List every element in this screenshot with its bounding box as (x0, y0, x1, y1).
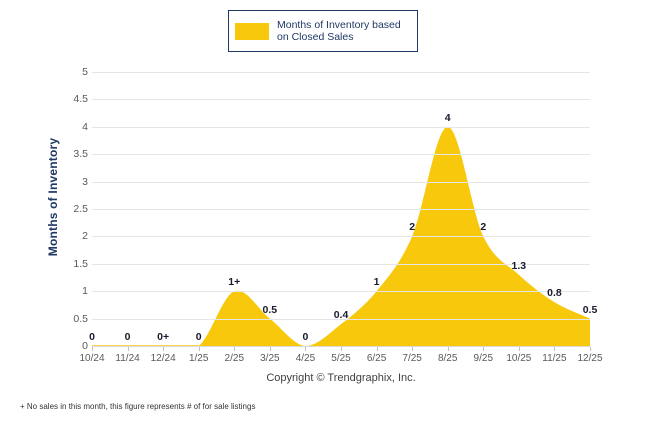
x-axis-tick-label: 12/25 (566, 353, 614, 364)
months-of-inventory-chart: Months of Inventory based on Closed Sale… (0, 0, 646, 434)
y-axis-tick-label: 2 (54, 230, 88, 242)
x-axis-tick-mark (163, 347, 164, 351)
x-axis-tick-mark (305, 347, 306, 351)
data-point-label: 0.5 (263, 304, 278, 316)
y-axis-tick-label: 3 (54, 176, 88, 188)
y-axis-tick-label: 4 (54, 121, 88, 133)
data-point-label: 0 (89, 331, 95, 343)
data-point-label: 0+ (157, 331, 169, 343)
x-axis-tick-mark (590, 347, 591, 351)
x-axis-tick-mark (377, 347, 378, 351)
legend-label: Months of Inventory based on Closed Sale… (277, 19, 401, 44)
x-axis-tick-mark (448, 347, 449, 351)
x-axis-tick-mark (483, 347, 484, 351)
data-point-label: 1 (374, 276, 380, 288)
data-point-label: 0 (196, 331, 202, 343)
data-point-label: 2 (480, 221, 486, 233)
y-axis-tick-label: 0 (54, 340, 88, 352)
x-axis-tick-mark (270, 347, 271, 351)
data-point-label: 0.4 (334, 309, 349, 321)
x-axis-tick-mark (128, 347, 129, 351)
x-axis-tick-mark (412, 347, 413, 351)
data-point-label: 0.5 (583, 304, 598, 316)
y-axis-tick-label: 1.5 (54, 258, 88, 270)
x-axis-tick-mark (234, 347, 235, 351)
copyright-text: Copyright © Trendgraphix, Inc. (92, 372, 590, 384)
data-point-labels: 000+01+0.500.412421.30.80.5 (92, 72, 590, 346)
data-point-label: 1+ (228, 276, 240, 288)
x-axis-tick-labels: 10/2411/2412/241/252/253/254/255/256/257… (92, 353, 590, 369)
y-axis-tick-label: 2.5 (54, 203, 88, 215)
x-axis-tick-marks (92, 347, 590, 352)
y-axis-tick-labels: 54.543.532.521.510.50 (50, 72, 88, 346)
data-point-label: 0.8 (547, 287, 562, 299)
x-axis-tick-mark (199, 347, 200, 351)
y-axis-tick-label: 1 (54, 285, 88, 297)
data-point-label: 2 (409, 221, 415, 233)
x-axis-tick-mark (519, 347, 520, 351)
footnote-text: + No sales in this month, this figure re… (20, 402, 255, 411)
x-axis-tick-mark (92, 347, 93, 351)
chart-legend: Months of Inventory based on Closed Sale… (228, 10, 418, 52)
data-point-label: 1.3 (512, 260, 527, 272)
x-axis-tick-mark (341, 347, 342, 351)
data-point-label: 4 (445, 112, 451, 124)
legend-color-swatch (235, 23, 269, 40)
y-axis-tick-label: 3.5 (54, 148, 88, 160)
data-point-label: 0 (125, 331, 131, 343)
y-axis-tick-label: 4.5 (54, 93, 88, 105)
data-point-label: 0 (303, 331, 309, 343)
y-axis-tick-label: 0.5 (54, 313, 88, 325)
x-axis-tick-mark (554, 347, 555, 351)
y-axis-tick-label: 5 (54, 66, 88, 78)
